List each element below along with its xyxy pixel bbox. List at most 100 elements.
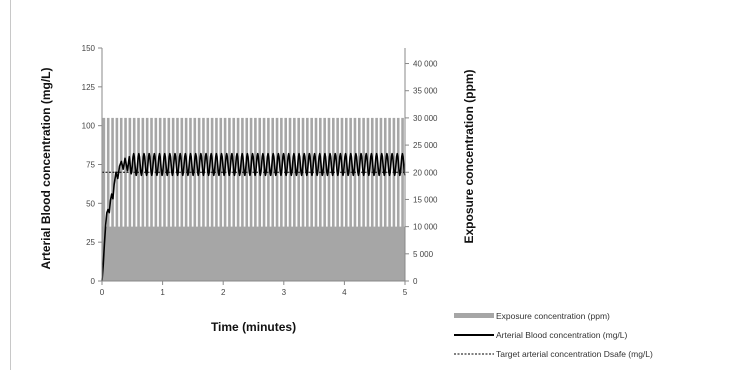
exposure-pulse-bar [137,117,140,281]
y-left-tick-label: 0 [91,277,96,286]
legend-label: Target arterial concentration Dsafe (mg/… [496,349,653,359]
exposure-pulse-bar [379,117,383,281]
exposure-pulse-bar [163,117,166,281]
y-left-tick-label: 150 [82,44,96,53]
exposure-pulse-bar [258,117,262,281]
exposure-pulse-bar [124,117,127,281]
exposure-pulse-bar [150,117,153,281]
exposure-pulse-bar [271,117,275,281]
arterial-blood-line [101,152,406,282]
x-tick-label: 1 [160,288,165,297]
exposure-pulse-bar [301,117,305,281]
exposure-pulse-bar [180,117,184,281]
exposure-pulse-bar [280,117,283,281]
y-right-tick-label: 10 000 [413,223,438,232]
exposure-pulse-bar [336,117,339,281]
y-right-tick-label: 30 000 [413,114,438,123]
exposure-pulse-bar [297,117,300,281]
exposure-pulse-bar [102,117,106,281]
exposure-pulse-bar [340,117,344,281]
y-right-tick-label: 40 000 [413,60,438,69]
exposure-pulse-bar [392,117,396,281]
y-right-tick-label: 35 000 [413,87,438,96]
y-left-tick-label: 50 [86,199,95,208]
exposure-pulse-bar [362,117,365,281]
exposure-pulse-bar [262,117,266,281]
exposure-pulse-bar [197,117,201,281]
y-right-tick-label: 25 000 [413,141,438,150]
exposure-pulse-bar [167,117,171,281]
exposure-pulse-bar [111,117,114,281]
legend-label: Arterial Blood concentration (mg/L) [496,330,628,340]
x-tick-label: 2 [221,288,226,297]
legend-swatch-bar [454,313,494,318]
exposure-pulse-bar [254,117,257,281]
exposure-pulse-bar [141,117,145,281]
legend: Exposure concentration (ppm) Arterial Blo… [454,311,653,359]
exposure-pulse-bar [219,117,223,281]
legend-label: Exposure concentration (ppm) [496,311,610,321]
exposure-pulse-bar [267,117,270,281]
exposure-pulse-bar [306,117,309,281]
y-axis-left-title: Arterial Blood concentration (mg/L) [39,67,53,269]
exposure-pulse-bar [128,117,132,281]
exposure-pulse-bar [206,117,210,281]
exposure-pulse-bar [228,117,231,281]
exposure-pulse-bar [115,117,119,281]
exposure-pulse-bar [215,117,218,281]
exposure-pulse-bar [245,117,249,281]
exposure-pulse-bar [171,117,175,281]
exposure-pulse-bar [401,117,404,281]
y-right-tick-label: 5 000 [413,250,434,259]
exposure-pulse-bar [353,117,357,281]
exposure-pulse-bar [370,117,374,281]
exposure-pulse-bar [241,117,244,281]
exposure-pulse-bar [106,117,110,281]
x-tick-label: 4 [342,288,347,297]
y-right-tick-label: 15 000 [413,195,438,204]
exposure-pulse-bar [275,117,279,281]
exposure-pulse-bar [154,117,158,281]
exposure-pulse-bar [366,117,370,281]
x-tick-label: 3 [282,288,287,297]
exposure-pulse-bar [349,117,352,281]
exposure-pulse-bar [332,117,335,281]
exposure-pulse-bar [310,117,313,281]
exposure-pulse-bar [158,117,162,281]
exposure-pulse-bar [293,117,296,281]
exposure-pulse-bar [119,117,123,281]
exposure-pulse-bar [288,117,292,281]
exposure-pulse-bar [210,117,214,281]
exposure-pulse-bar [176,117,179,281]
exposure-pulse-bar [345,117,348,281]
exposure-pulse-bar [375,117,378,281]
exposure-pulse-bar [202,117,205,281]
exposure-pulse-bar [184,117,188,281]
exposure-pulse-bar [189,117,192,281]
exposure-pulse-bar [249,117,253,281]
exposure-pulse-bar [193,117,197,281]
exposure-pulse-bar [357,117,361,281]
exposure-pulse-bar [145,117,149,281]
exposure-pulse-bar [236,117,240,281]
exposure-pulse-bar [323,117,326,281]
exposure-pulse-bar [383,117,387,281]
exposure-pulse-bar [327,117,331,281]
y-axis-right-title: Exposure concentration (ppm) [462,69,476,243]
x-tick-label: 0 [100,288,105,297]
y-right-tick-label: 0 [413,277,418,286]
exposure-pulse-bar [132,117,136,281]
exposure-pulse-bar [232,117,236,281]
exposure-pulse-bar [396,117,400,281]
series-lines [101,152,406,282]
exposure-pulse-bar [223,117,227,281]
y-left-tick-label: 75 [86,161,95,170]
exposure-pulse-bar [314,117,318,281]
exposure-pulse-bar [284,117,287,281]
x-axis-title: Time (minutes) [211,320,296,334]
y-left-tick-label: 100 [82,122,96,131]
exposure-bars [102,117,405,281]
frame-left-border [10,0,11,370]
y-left-tick-label: 125 [82,83,96,92]
